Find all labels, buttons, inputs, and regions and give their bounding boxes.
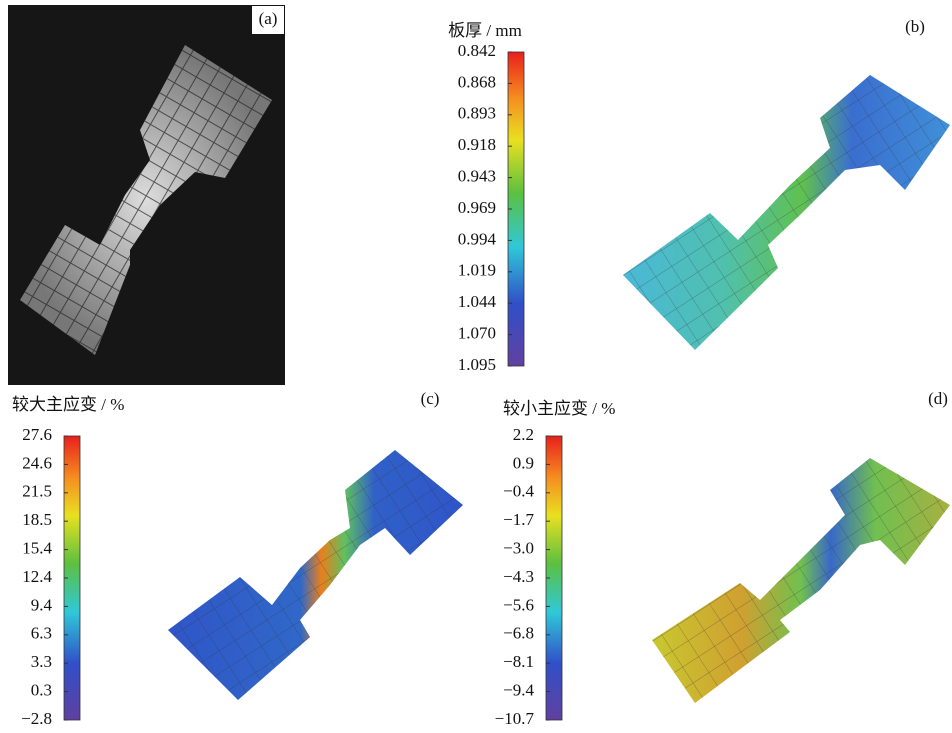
colorbar-tick-label: −9.4 xyxy=(503,681,534,700)
specimen-grid xyxy=(652,458,950,703)
colorbar-tick-label: 9.4 xyxy=(31,595,53,614)
colorbar-tick-label: 24.6 xyxy=(22,453,52,472)
colorbar-tick-label: 0.918 xyxy=(458,135,496,154)
colorbar-tick-label: −0.4 xyxy=(503,482,534,501)
colorbar-title: 较大主应变 / % xyxy=(12,395,124,414)
colorbar-tick-label: 6.3 xyxy=(31,624,52,643)
colorbar-tick-label: 18.5 xyxy=(22,510,52,529)
colorbar-tick-label: 0.868 xyxy=(458,72,496,91)
colorbar-tick-label: 0.943 xyxy=(458,167,496,186)
panel-label: (b) xyxy=(905,17,925,36)
specimen-grid xyxy=(168,450,463,700)
colorbar-tick-label: −10.7 xyxy=(495,709,535,728)
colorbar-tick-label: 1.044 xyxy=(458,292,497,311)
colorbar-tick-label: 15.4 xyxy=(22,539,52,558)
colorbar-tick-label: −6.8 xyxy=(503,624,534,643)
colorbar-tick-label: 0.994 xyxy=(458,229,497,248)
colorbar-tick-label: −3.0 xyxy=(503,539,534,558)
colorbar-tick-label: −8.1 xyxy=(503,652,534,671)
figure: (a) (b) (c) (d) 板厚 / mm0.842 0.868 0.893 0.… xyxy=(0,0,952,733)
colorbar-tick-label: 21.5 xyxy=(22,482,52,501)
panel-label: (c) xyxy=(421,389,440,408)
panel-label: (d) xyxy=(928,389,948,408)
colorbar-tick-label: 2.2 xyxy=(513,425,534,444)
colorbar-tick-label: 12.4 xyxy=(22,567,52,586)
colorbar-tick-label: −5.6 xyxy=(503,595,534,614)
colorbar-tick-label: 1.095 xyxy=(458,355,496,374)
colorbar-tick-label: 1.070 xyxy=(458,324,496,343)
panel-label: (a) xyxy=(259,9,278,28)
colorbar-title: 板厚 / mm xyxy=(448,21,522,40)
colorbar-tick-label: 0.3 xyxy=(31,681,52,700)
colorbar-tick-label: 0.9 xyxy=(513,453,534,472)
colorbar-tick-label: 3.3 xyxy=(31,652,52,671)
colorbar-tick-label: 0.893 xyxy=(458,104,496,123)
colorbar-tick-label: 0.969 xyxy=(458,198,496,217)
colorbar-tick-label: −1.7 xyxy=(503,510,534,529)
colorbar-tick-label: −2.8 xyxy=(21,709,52,728)
colorbar-tick-label: −4.3 xyxy=(503,567,534,586)
colorbar-tick-label: 27.6 xyxy=(22,425,52,444)
colorbar-tick-label: 1.019 xyxy=(458,261,496,280)
specimen-grid xyxy=(623,75,950,350)
colorbar-tick-label: 0.842 xyxy=(458,41,496,60)
colorbar-title: 较小主应变 / % xyxy=(503,399,615,418)
